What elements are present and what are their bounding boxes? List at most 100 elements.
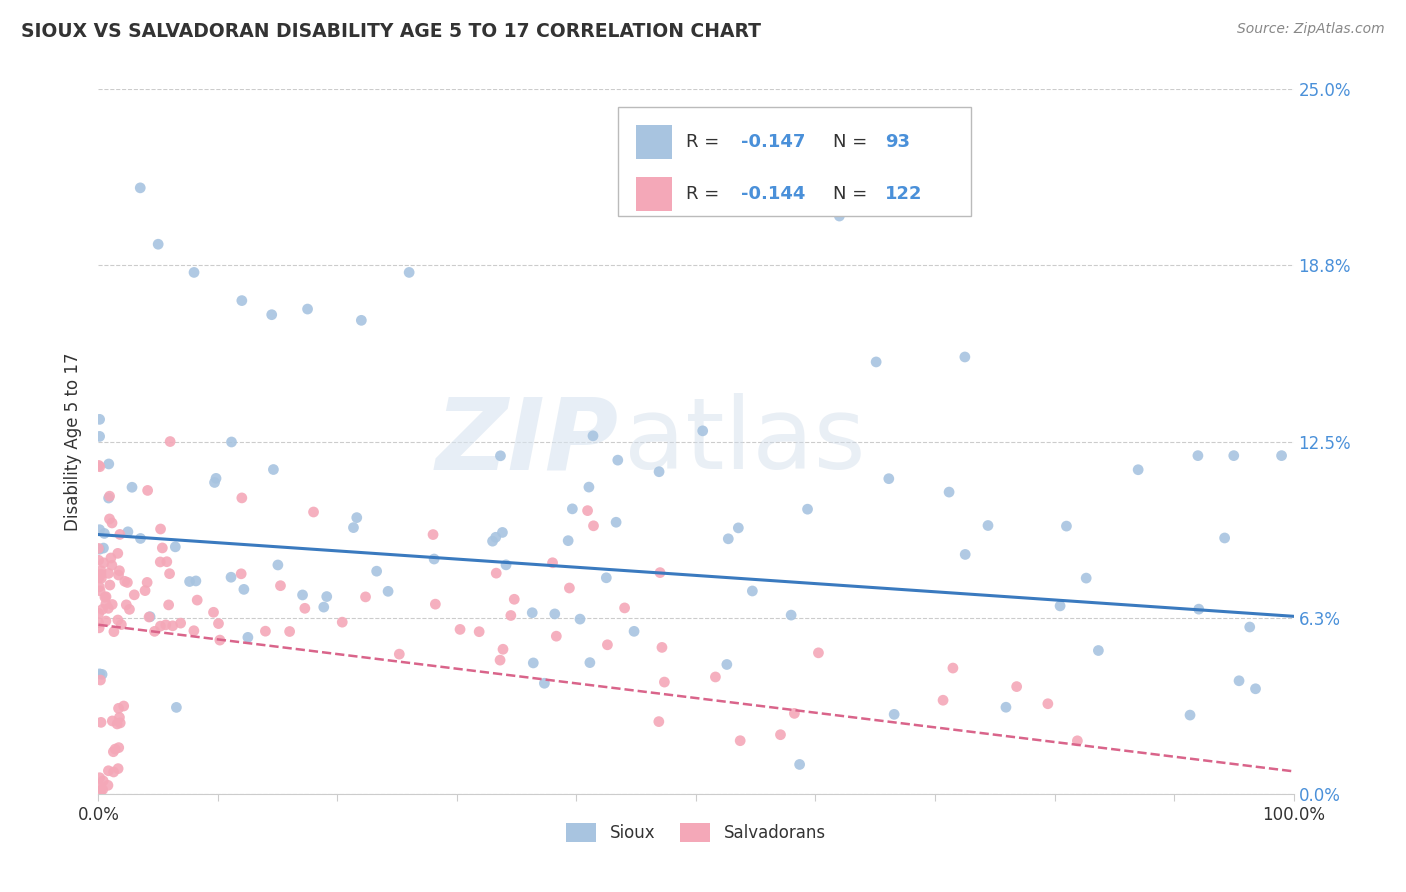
Point (623, 624, 645, 639)
Point (89, 580, 111, 594)
FancyBboxPatch shape (637, 178, 672, 211)
Point (1066, 733, 1088, 747)
Point (330, 615, 353, 629)
Point (87, 615, 110, 630)
Text: -0.144: -0.144 (741, 186, 806, 203)
Point (136, 575, 159, 590)
Point (1239, 620, 1261, 634)
Point (481, 534, 503, 549)
Point (315, 590, 337, 604)
Point (94, 597, 117, 611)
Point (156, 555, 179, 569)
Point (267, 558, 290, 572)
Point (150, 541, 173, 555)
Point (1223, 449, 1246, 463)
Y-axis label: Disability Age 5 to 17: Disability Age 5 to 17 (65, 352, 83, 531)
Point (100, 551, 122, 566)
Point (294, 601, 316, 615)
Text: N =: N = (834, 133, 873, 151)
Point (89, 412, 111, 426)
Point (491, 525, 513, 540)
Point (807, 646, 830, 660)
Point (221, 435, 243, 450)
Point (232, 582, 254, 597)
Text: R =: R = (686, 186, 725, 203)
Point (1213, 531, 1236, 545)
Point (115, 598, 138, 612)
Point (489, 653, 512, 667)
Point (87, 458, 110, 473)
Point (1049, 599, 1071, 613)
Text: R =: R = (686, 133, 725, 151)
Point (159, 566, 181, 581)
Point (578, 480, 600, 494)
Point (1036, 697, 1059, 711)
Text: 122: 122 (884, 186, 922, 203)
Point (97, 601, 120, 615)
Point (107, 613, 129, 627)
Point (716, 657, 738, 672)
Point (485, 566, 508, 581)
Point (780, 608, 803, 623)
Point (522, 606, 544, 620)
Point (558, 581, 581, 595)
Text: N =: N = (834, 186, 873, 203)
Point (938, 485, 960, 500)
Point (107, 701, 129, 715)
Point (148, 237, 170, 252)
Point (576, 503, 599, 517)
Point (654, 675, 676, 690)
Point (883, 707, 905, 722)
Point (994, 700, 1017, 714)
Point (87, 541, 110, 556)
Point (231, 491, 253, 505)
Point (179, 574, 201, 589)
Point (149, 619, 172, 633)
Point (544, 607, 567, 621)
Point (165, 540, 187, 554)
Point (89, 583, 111, 598)
Point (87, 607, 110, 621)
Point (138, 610, 160, 624)
Point (953, 548, 976, 562)
Point (121, 480, 143, 494)
Point (485, 530, 508, 544)
Point (186, 593, 208, 607)
Point (90, 715, 112, 730)
Point (103, 764, 125, 779)
Point (728, 733, 751, 747)
Point (398, 265, 420, 279)
Point (1178, 708, 1201, 723)
Text: ZIP: ZIP (436, 393, 619, 490)
Point (606, 453, 628, 467)
Point (579, 656, 602, 670)
Point (499, 608, 522, 623)
Point (207, 616, 229, 631)
Point (449, 623, 471, 637)
Point (98, 489, 121, 503)
Point (254, 624, 277, 639)
Point (605, 515, 627, 529)
Point (93, 526, 115, 541)
Text: SIOUX VS SALVADORAN DISABILITY AGE 5 TO 17 CORRELATION CHART: SIOUX VS SALVADORAN DISABILITY AGE 5 TO … (21, 22, 761, 41)
Point (425, 597, 447, 611)
Point (103, 745, 125, 759)
Text: Source: ZipAtlas.com: Source: ZipAtlas.com (1237, 22, 1385, 37)
Point (108, 527, 131, 541)
Point (107, 568, 129, 582)
Point (522, 656, 544, 670)
Point (865, 355, 887, 369)
Point (595, 571, 617, 585)
Point (942, 661, 965, 675)
Point (789, 757, 811, 772)
Point (157, 598, 180, 612)
Point (569, 612, 592, 626)
Point (231, 566, 253, 581)
Point (557, 533, 579, 548)
Point (1187, 449, 1209, 463)
Point (94, 590, 117, 604)
Point (101, 558, 124, 573)
Point (97, 491, 120, 505)
Point (107, 762, 129, 776)
Point (169, 616, 191, 631)
